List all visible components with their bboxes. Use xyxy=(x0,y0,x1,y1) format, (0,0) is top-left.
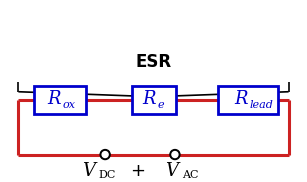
Text: AC: AC xyxy=(182,171,198,181)
Text: +: + xyxy=(130,161,146,179)
Text: V: V xyxy=(82,161,95,179)
Bar xyxy=(132,86,176,114)
Text: DC: DC xyxy=(98,171,115,181)
Text: R: R xyxy=(142,90,155,108)
Circle shape xyxy=(102,152,108,158)
Circle shape xyxy=(172,152,178,158)
Circle shape xyxy=(170,150,180,160)
Text: ox: ox xyxy=(63,100,76,110)
Text: e: e xyxy=(158,100,164,110)
Bar xyxy=(34,86,86,114)
Bar xyxy=(218,86,278,114)
Text: R: R xyxy=(47,90,61,108)
Text: lead: lead xyxy=(250,100,274,110)
Text: ESR: ESR xyxy=(136,53,172,71)
Text: R: R xyxy=(234,90,247,108)
Circle shape xyxy=(100,150,110,160)
Text: V: V xyxy=(165,161,178,179)
